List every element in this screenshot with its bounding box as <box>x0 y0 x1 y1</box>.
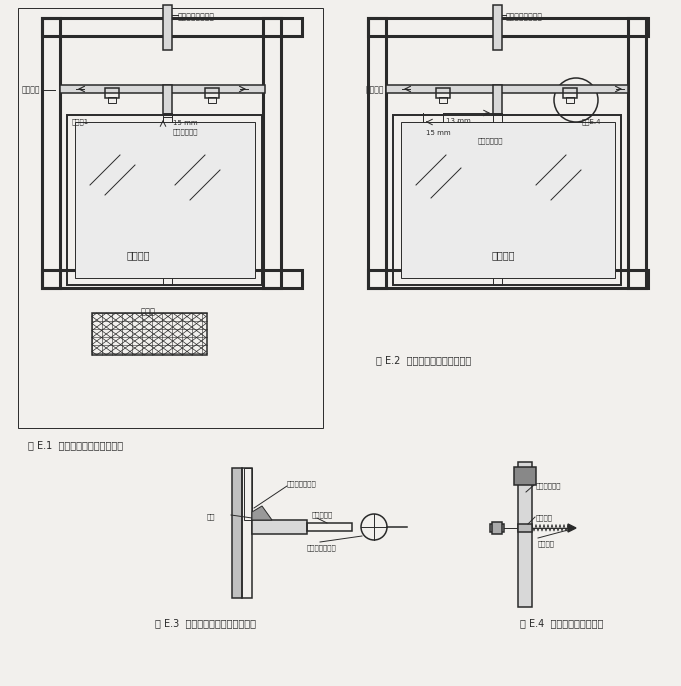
Text: 试件洞口: 试件洞口 <box>22 85 40 94</box>
Bar <box>75 122 255 278</box>
Bar <box>493 113 502 285</box>
Bar <box>205 88 219 98</box>
Bar <box>163 5 172 50</box>
Bar <box>368 18 386 288</box>
Bar <box>105 88 119 98</box>
Bar <box>493 5 502 50</box>
Bar <box>490 524 504 532</box>
Text: 试件洞口: 试件洞口 <box>366 85 385 94</box>
Bar <box>386 85 628 93</box>
Bar <box>628 18 646 288</box>
Text: 支撑杆伸缩锁扣: 支撑杆伸缩锁扣 <box>307 544 336 551</box>
Bar <box>60 85 265 93</box>
Text: 可调支撑触点: 可调支撑触点 <box>478 137 503 143</box>
Bar <box>492 522 502 534</box>
Bar <box>563 88 577 98</box>
Text: 玻璃试件: 玻璃试件 <box>126 250 150 260</box>
Text: 电热器: 电热器 <box>140 307 155 316</box>
Text: 支撑触点: 支撑触点 <box>538 540 555 547</box>
Text: 图 E.2  冷箱检测辅助装置示意图: 图 E.2 冷箱检测辅助装置示意图 <box>376 355 471 365</box>
Bar <box>232 468 242 598</box>
Bar <box>18 8 323 428</box>
Bar <box>252 520 307 534</box>
Bar <box>67 115 262 285</box>
Text: 玻璃试件: 玻璃试件 <box>491 250 515 260</box>
Text: 不锈钢支撑架: 不锈钢支撑架 <box>536 482 562 488</box>
Bar <box>439 97 447 103</box>
Text: 15 mm: 15 mm <box>173 120 197 126</box>
Bar <box>244 468 252 520</box>
Bar <box>393 115 621 285</box>
Text: 图 E.1  热箱检测辅助装置示意图: 图 E.1 热箱检测辅助装置示意图 <box>28 440 123 450</box>
Bar <box>518 524 532 532</box>
Bar <box>493 85 502 115</box>
Bar <box>368 18 648 36</box>
Bar <box>242 468 252 598</box>
Polygon shape <box>252 506 272 520</box>
Text: 热侧不锈钢支撑架: 热侧不锈钢支撑架 <box>178 12 215 21</box>
Text: 15 mm: 15 mm <box>426 130 451 136</box>
Bar <box>436 88 450 98</box>
Text: 可调支撑触点: 可调支撑触点 <box>173 128 198 134</box>
Text: 试件洞口内壁面: 试件洞口内壁面 <box>287 480 317 486</box>
Bar <box>566 97 574 103</box>
Bar <box>307 523 352 531</box>
Text: 图 E.4  可调支撑触点示意图: 图 E.4 可调支撑触点示意图 <box>520 618 603 628</box>
Bar <box>42 18 60 288</box>
Text: 伸缩支撑杆: 伸缩支撑杆 <box>312 511 333 518</box>
Bar <box>42 270 302 288</box>
Text: 见详图1: 见详图1 <box>72 118 89 125</box>
Bar <box>208 97 216 103</box>
Text: 见图E.4: 见图E.4 <box>582 118 601 125</box>
Text: 冷侧不锈钢支撑架: 冷侧不锈钢支撑架 <box>506 12 543 21</box>
Text: 图 E.3  可调节支架固定方式示意图: 图 E.3 可调节支架固定方式示意图 <box>155 618 256 628</box>
Bar <box>514 467 536 485</box>
Bar <box>108 97 116 103</box>
Bar <box>368 270 648 288</box>
Polygon shape <box>568 524 576 532</box>
Bar <box>42 18 302 36</box>
Text: 胶垫: 胶垫 <box>207 513 215 519</box>
Text: 13 mm: 13 mm <box>446 118 471 124</box>
Bar <box>518 462 532 607</box>
Bar <box>163 85 172 115</box>
Bar <box>401 122 615 278</box>
Bar <box>263 18 281 288</box>
Text: 定位螺母: 定位螺母 <box>536 514 553 521</box>
Bar <box>92 313 207 355</box>
Bar <box>163 113 172 285</box>
